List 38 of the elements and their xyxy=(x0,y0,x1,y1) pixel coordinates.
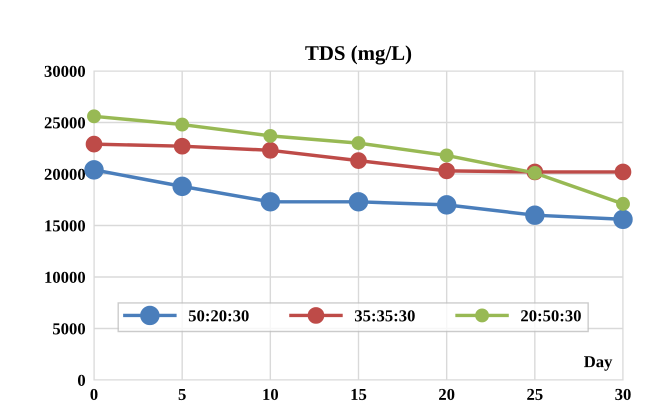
point xyxy=(86,136,102,152)
y-tick-label: 30000 xyxy=(44,66,86,77)
point xyxy=(350,152,367,169)
x-tick-label: 15 xyxy=(352,388,366,400)
point xyxy=(84,160,104,180)
point xyxy=(260,192,280,212)
point xyxy=(614,164,632,180)
y-tick-label: 25000 xyxy=(44,117,86,128)
legend-label: 50:20:30 xyxy=(188,310,249,322)
x-tick-label: 10 xyxy=(263,388,278,400)
point xyxy=(436,195,456,215)
x-tick-label: 0 xyxy=(90,388,98,400)
legend-label: 20:50:30 xyxy=(521,310,581,322)
point xyxy=(174,138,190,155)
point xyxy=(613,210,633,230)
x-axis-title: Day xyxy=(584,356,612,371)
point xyxy=(172,176,192,196)
point xyxy=(263,128,278,143)
chart-title: TDS (mg/L) xyxy=(305,45,412,64)
x-tick-label: 30 xyxy=(615,388,631,400)
x-tick-label: 25 xyxy=(527,388,543,400)
y-tick-label: 0 xyxy=(78,374,86,386)
y-tick-label: 10000 xyxy=(45,272,86,283)
point xyxy=(525,205,545,225)
legend-label: 35:35:30 xyxy=(354,310,415,322)
point xyxy=(616,196,630,211)
x-tick-label: 5 xyxy=(178,388,186,400)
y-tick-label: 20000 xyxy=(44,168,86,180)
y-tick-label: 5000 xyxy=(53,323,86,334)
point xyxy=(262,142,279,159)
y-tick-label: 15000 xyxy=(45,220,86,232)
point xyxy=(175,118,190,132)
point xyxy=(438,162,455,180)
point xyxy=(352,136,366,150)
point xyxy=(348,192,368,212)
point xyxy=(87,109,101,124)
x-tick-label: 20 xyxy=(439,388,454,400)
point xyxy=(440,148,454,162)
